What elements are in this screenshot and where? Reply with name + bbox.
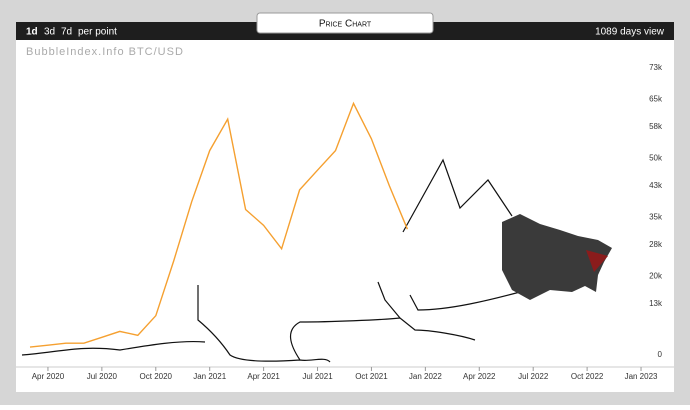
resolution-1d[interactable]: 1d bbox=[26, 27, 38, 38]
y-tick-label: 20k bbox=[649, 271, 663, 280]
y-tick-label: 43k bbox=[649, 181, 663, 190]
y-tick-label: 73k bbox=[649, 63, 663, 72]
y-tick-label: 13k bbox=[649, 299, 663, 308]
y-tick-label: 65k bbox=[649, 95, 663, 104]
y-tick-label: 35k bbox=[649, 213, 663, 222]
resolution-7d[interactable]: 7d bbox=[61, 27, 72, 38]
x-tick-label: Oct 2021 bbox=[355, 372, 388, 381]
x-tick-label: Jul 2022 bbox=[518, 372, 549, 381]
per-point: per point bbox=[78, 27, 117, 38]
x-tick-label: Jan 2023 bbox=[625, 372, 658, 381]
x-tick-label: Apr 2021 bbox=[247, 372, 280, 381]
y-tick-label: 50k bbox=[649, 154, 663, 163]
x-tick-label: Oct 2022 bbox=[571, 372, 604, 381]
x-tick-label: Jan 2021 bbox=[193, 372, 226, 381]
y-tick-label: 0 bbox=[658, 350, 663, 359]
x-tick-label: Apr 2022 bbox=[463, 372, 496, 381]
monster-head bbox=[502, 214, 612, 300]
watermark: BubbleIndex.Info BTC/USD bbox=[26, 46, 184, 58]
y-tick-label: 58k bbox=[649, 122, 663, 131]
price-line bbox=[29, 101, 409, 348]
panel bbox=[16, 22, 674, 392]
y-tick-label: 28k bbox=[649, 240, 663, 249]
doodle bbox=[21, 158, 521, 363]
x-tick-label: Jul 2021 bbox=[302, 372, 333, 381]
x-tick-label: Oct 2020 bbox=[140, 372, 173, 381]
x-tick-label: Apr 2020 bbox=[32, 372, 65, 381]
x-tick-label: Jan 2022 bbox=[409, 372, 442, 381]
resolution-3d[interactable]: 3d bbox=[44, 27, 55, 38]
days-view: 1089 days view bbox=[595, 27, 665, 38]
tab-label[interactable]: Price Chart bbox=[319, 19, 372, 30]
x-tick-label: Jul 2020 bbox=[87, 372, 118, 381]
tab[interactable] bbox=[256, 12, 434, 34]
